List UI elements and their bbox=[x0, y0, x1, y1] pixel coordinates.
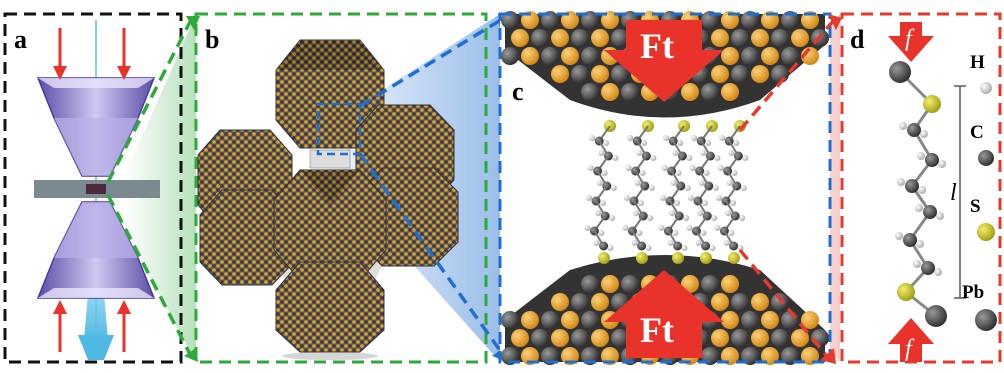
zoom-connector-a-b bbox=[125, 14, 196, 362]
zoom-line-b-c-bottom bbox=[358, 152, 506, 358]
length-bracket: l bbox=[950, 85, 966, 299]
bottom-force-label: Ft bbox=[640, 310, 674, 350]
zoom-line-c-d-bottom bbox=[738, 248, 832, 362]
panel-a-frame bbox=[3, 12, 183, 364]
molecule-force-label-bottom: f bbox=[905, 336, 915, 362]
zoom-line-b-c-top bbox=[359, 16, 505, 108]
nanocrystal-superlattice-icon bbox=[197, 39, 459, 360]
molecule-force-label-top: f bbox=[905, 26, 915, 52]
panel-d: d f f l H C S Pb bbox=[840, 12, 1002, 364]
molecule-force-arrow-top bbox=[888, 22, 934, 62]
legend-label-s: S bbox=[970, 196, 981, 217]
legend-swatch-s bbox=[977, 223, 995, 241]
legend-swatch-h bbox=[980, 82, 992, 94]
panel-a-label: a bbox=[14, 25, 27, 54]
dithiol-molecule bbox=[889, 61, 947, 327]
top-pb-surface bbox=[501, 11, 829, 101]
panel-a: a bbox=[3, 12, 183, 364]
ligand-chains bbox=[584, 120, 749, 264]
panel-d-label: d bbox=[850, 25, 865, 54]
element-legend: H C S Pb bbox=[962, 52, 997, 331]
force-arrow-icon: Ft Ft bbox=[604, 20, 724, 358]
molecule-force-arrow-bottom bbox=[888, 318, 934, 362]
legend-swatch-pb bbox=[975, 309, 997, 331]
panel-c-frame bbox=[498, 12, 832, 364]
legend-label-h: H bbox=[970, 52, 985, 73]
legend-label-pb: Pb bbox=[962, 282, 984, 303]
zoom-line-a-b-top bbox=[106, 17, 194, 183]
force-arrows-bottom bbox=[53, 300, 131, 352]
panel-b: b bbox=[194, 12, 488, 364]
panel-c: Ft Ft c bbox=[498, 11, 832, 365]
panel-c-label: c bbox=[512, 77, 524, 106]
panel-b-label: b bbox=[205, 25, 219, 54]
legend-swatch-c bbox=[978, 150, 994, 166]
top-force-label: Ft bbox=[640, 26, 674, 66]
diamond-anvil-cell-icon bbox=[34, 20, 160, 360]
legend-label-c: C bbox=[970, 122, 984, 143]
panel-d-frame bbox=[840, 12, 1002, 364]
length-label: l bbox=[950, 180, 957, 206]
force-arrows-top bbox=[53, 28, 131, 80]
panel-b-frame bbox=[194, 12, 488, 364]
zoom-line-c-d-top bbox=[738, 18, 836, 132]
zoom-line-a-b-bottom bbox=[106, 194, 194, 359]
zoom-region-b bbox=[316, 102, 362, 156]
